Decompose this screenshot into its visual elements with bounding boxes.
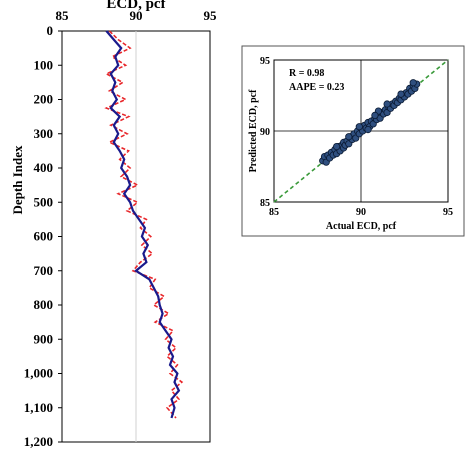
scatter-point	[355, 123, 363, 131]
left-series-solid-line	[105, 30, 181, 419]
right-y-tick-labels: 85 90 95	[260, 56, 270, 209]
scatter-point	[409, 79, 417, 87]
left-chart: ECD, pcf 85 90 95 0 100 200 300 400 500 600 700 80…	[10, 0, 217, 449]
left-series-dashed-line	[104, 30, 184, 419]
left-y-tick-label: 400	[34, 160, 54, 175]
scatter-point	[397, 90, 405, 98]
scatter-point	[345, 133, 353, 141]
scatter-point	[383, 100, 391, 108]
right-y-axis-label: Predicted ECD, pcf	[248, 89, 259, 173]
right-x-tick-label: 90	[356, 207, 366, 218]
right-x-tick-label: 95	[443, 207, 453, 218]
scatter-point	[364, 126, 372, 134]
left-y-tick-labels: 0 100 200 300 400 500 600 700 800 900 1,000 1,100 1,…	[24, 23, 62, 449]
annotation-r: R = 0.98	[289, 68, 324, 79]
left-y-tick-label: 700	[34, 263, 54, 278]
left-y-tick-label: 900	[34, 331, 54, 346]
right-scatter-points	[319, 79, 421, 166]
right-y-tick-label: 95	[260, 56, 270, 67]
left-y-tick-label: 100	[34, 57, 54, 72]
right-y-tick-label: 85	[260, 198, 270, 209]
left-y-tick-label: 500	[34, 194, 54, 209]
left-series	[104, 30, 184, 419]
left-y-tick-label: 200	[34, 92, 54, 107]
right-chart: 85 90 95 85 90 95 Actual ECD, pcf Predicted …	[241, 45, 465, 237]
left-x-tick-label: 85	[56, 8, 70, 23]
left-y-tick-label: 1,100	[24, 400, 53, 415]
left-x-tick-label: 95	[204, 8, 218, 23]
annotation-aape: AAPE = 0.23	[289, 82, 344, 93]
scatter-point	[371, 111, 379, 120]
left-y-tick-label: 1,200	[24, 434, 53, 449]
scatter-point	[332, 143, 341, 151]
left-x-tick-label: 90	[130, 8, 143, 23]
left-y-tick-label: 300	[34, 126, 54, 141]
left-y-tick-label: 800	[34, 297, 54, 312]
right-x-axis-label: Actual ECD, pcf	[326, 221, 397, 232]
left-y-tick-label: 1,000	[24, 366, 53, 381]
left-y-axis-label: Depth Index	[10, 145, 25, 214]
left-x-tick-labels: 85 90 95	[56, 8, 218, 23]
right-x-tick-labels: 85 90 95	[269, 207, 453, 218]
right-y-tick-label: 90	[260, 127, 270, 138]
left-y-tick-label: 600	[34, 229, 54, 244]
left-chart-title: ECD, pcf	[106, 0, 166, 12]
left-y-tick-label: 0	[47, 23, 54, 38]
right-x-tick-label: 85	[269, 207, 279, 218]
